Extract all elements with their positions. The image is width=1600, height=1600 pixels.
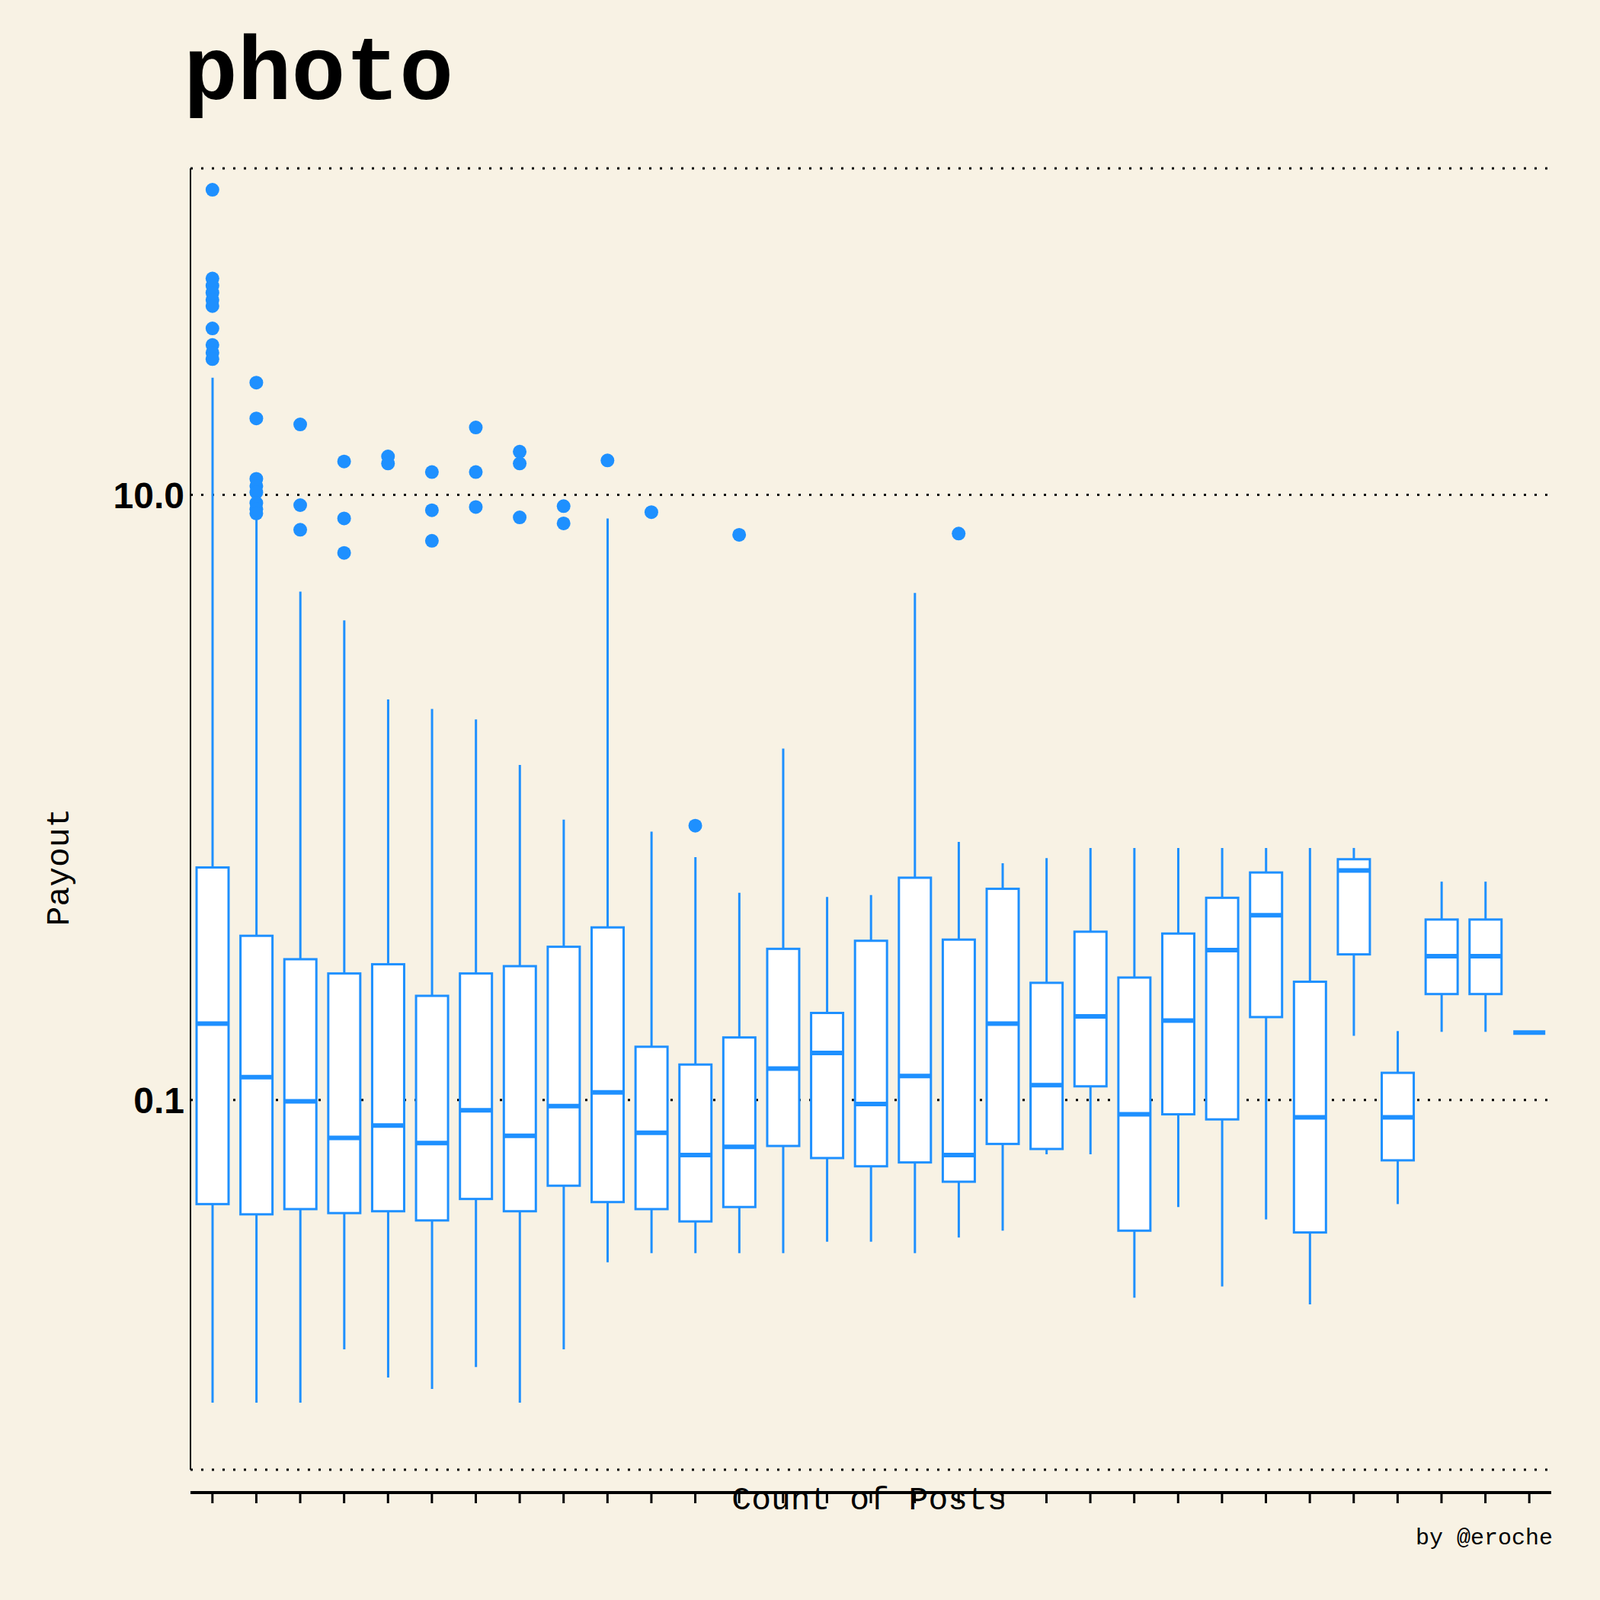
svg-text:10.0: 10.0 [113,475,185,516]
svg-text:0.1: 0.1 [133,1080,185,1121]
html-text:photo: photo [183,24,454,126]
html-text:by @eroche: by @eroche [1415,1525,1553,1552]
html-text:Count of Posts: Count of Posts [731,1481,1007,1520]
html-text:Payout: Payout [40,808,79,927]
